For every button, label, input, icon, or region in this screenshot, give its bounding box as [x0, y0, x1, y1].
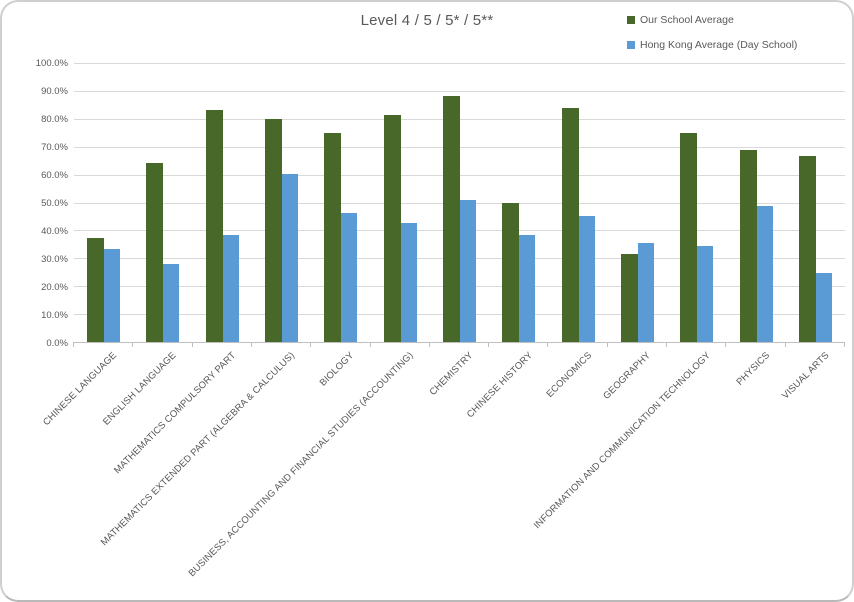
bar — [146, 162, 164, 342]
legend-label: Our School Average — [640, 14, 734, 26]
legend: Our School Average Hong Kong Average (Day… — [627, 14, 797, 64]
y-axis-tick-label: 0.0% — [46, 337, 68, 349]
bar — [561, 107, 579, 342]
bar — [680, 132, 698, 342]
y-axis-tick-label: 100.0% — [35, 57, 68, 69]
x-axis-category-label: CHINESE HISTORY — [464, 350, 535, 421]
bar — [443, 96, 461, 342]
x-axis-category-label: BUSINESS, ACCOUNTING AND FINANCIAL STUDI… — [186, 350, 416, 580]
plot-area: CHINESE LANGUAGE ENGLISH LANGUAGE MATHEMAT… — [41, 63, 845, 579]
bar — [104, 249, 121, 342]
x-axis-tick — [73, 342, 74, 347]
bar — [697, 246, 714, 342]
x-axis-tick — [310, 342, 312, 347]
chart-title: Level 4 / 5 / 5* / 5** — [360, 12, 494, 29]
legend-swatch-icon — [627, 16, 635, 24]
x-axis-tick — [488, 342, 490, 347]
bar-group — [786, 63, 845, 342]
x-axis-tick — [132, 342, 134, 347]
bar — [578, 216, 595, 342]
y-axis-labels: 0.0% 10.0% 20.0% 30.0% 40.0% 50.0% 60.0% 70.0% 8… — [2, 58, 68, 347]
x-axis-category-label: VISUAL ARTS — [779, 350, 832, 402]
legend-label: Hong Kong Average (Day School) — [640, 39, 798, 51]
y-axis-tick-label: 60.0% — [41, 169, 68, 181]
y-axis-tick-label: 70.0% — [41, 141, 68, 153]
bar — [739, 149, 757, 342]
x-axis-tick — [666, 342, 668, 347]
bar — [324, 132, 342, 342]
bar — [87, 238, 105, 342]
bar-group — [549, 63, 608, 342]
legend-item: Hong Kong Average (Day School) — [627, 39, 797, 51]
bar — [163, 263, 180, 342]
y-axis-tick-label: 50.0% — [41, 197, 68, 209]
bar — [502, 202, 520, 342]
x-axis-category-label: MATHEMATICS COMPULSORY PART — [111, 350, 239, 477]
y-axis-tick-label: 10.0% — [41, 309, 68, 321]
bar-group — [193, 63, 252, 342]
bar-group — [608, 63, 667, 342]
x-axis-tick — [784, 342, 786, 347]
x-axis-tick — [250, 342, 252, 347]
gridline — [74, 90, 845, 92]
x-axis-tick — [428, 342, 430, 347]
bar — [222, 234, 239, 342]
bar — [282, 174, 299, 342]
bar — [519, 234, 536, 342]
bar — [620, 253, 638, 342]
y-axis-tick-label: 30.0% — [41, 253, 68, 265]
x-axis-category-label: CHEMISTRY — [427, 350, 476, 398]
bar-groups — [74, 63, 845, 342]
bar-group — [489, 63, 548, 342]
x-axis-category-label: PHYSICS — [734, 350, 772, 388]
x-axis-tick — [191, 342, 193, 347]
bar-group — [311, 63, 370, 342]
bar — [798, 156, 816, 342]
y-axis-tick-label: 80.0% — [41, 113, 68, 125]
bar — [341, 212, 358, 342]
legend-swatch-icon — [627, 41, 635, 49]
x-axis-tick — [369, 342, 371, 347]
bar-group — [726, 63, 785, 342]
bar — [265, 118, 283, 342]
legend-item: Our School Average — [627, 14, 797, 26]
x-axis-tick — [725, 342, 727, 347]
bar-group — [371, 63, 430, 342]
bar — [400, 222, 417, 342]
bar-group — [252, 63, 311, 342]
gridline — [74, 63, 845, 64]
x-axis-tick — [606, 342, 608, 347]
bar-group — [133, 63, 192, 342]
y-axis-tick-label: 90.0% — [41, 85, 68, 97]
x-axis-category-label: ECONOMICS — [544, 350, 594, 400]
y-axis-tick-label: 40.0% — [41, 225, 68, 237]
x-axis-category-label: MATHEMATICS EXTENDED PART (ALGEBRA & CAL… — [99, 350, 298, 549]
x-axis-tick — [547, 342, 549, 347]
bar — [460, 199, 477, 342]
bar — [637, 243, 654, 342]
bar — [756, 206, 773, 342]
bar — [383, 114, 401, 342]
x-axis-tick — [844, 342, 845, 347]
bar — [205, 110, 223, 342]
bar-group — [667, 63, 726, 342]
y-axis-tick-label: 20.0% — [41, 281, 68, 293]
bar-group — [74, 63, 133, 342]
bar — [815, 273, 832, 342]
x-axis-category-label: GEOGRAPHY — [601, 350, 654, 402]
bar-group — [430, 63, 489, 342]
x-axis-category-label: BIOLOGY — [318, 350, 357, 389]
